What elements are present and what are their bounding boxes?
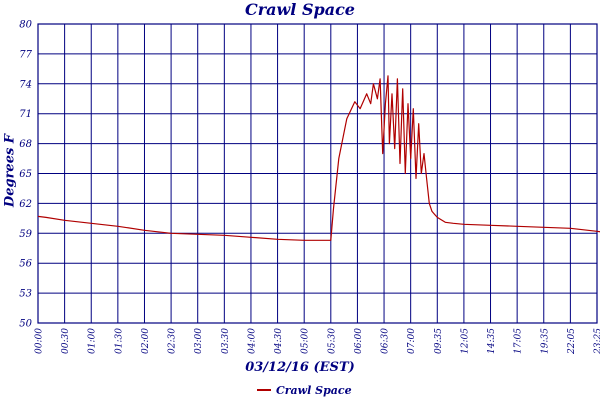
y-tick-label: 74 xyxy=(19,79,32,90)
x-tick-label: 02:00 xyxy=(141,328,151,354)
x-tick-label: 05:00 xyxy=(301,328,311,354)
x-axis-label: 03/12/16 (EST) xyxy=(245,360,355,375)
x-tick-label: 06:00 xyxy=(354,328,364,354)
x-tick-label: 07:00 xyxy=(407,328,417,354)
x-tick-label: 04:00 xyxy=(247,328,257,354)
y-tick-label: 68 xyxy=(19,139,32,150)
x-tick-label: 05:30 xyxy=(327,328,337,354)
y-tick-label: 62 xyxy=(19,199,32,210)
y-tick-label: 65 xyxy=(19,169,32,180)
series-line-crawl-space xyxy=(37,75,600,241)
y-tick-label: 77 xyxy=(19,49,32,60)
x-tick-label: 01:30 xyxy=(114,328,124,354)
y-tick-label: 53 xyxy=(19,289,32,300)
x-tick-label: 14:35 xyxy=(487,328,497,354)
x-tick-label: 19:35 xyxy=(540,328,550,354)
plot-frame xyxy=(37,23,598,324)
x-tick-label: 06:30 xyxy=(381,328,391,354)
y-tick-label: 50 xyxy=(19,319,32,330)
y-tick-label: 56 xyxy=(19,259,32,270)
y-tick-label: 59 xyxy=(19,229,32,240)
x-tick-label: 09:35 xyxy=(434,328,444,354)
legend-swatch xyxy=(257,389,271,391)
legend: Crawl Space xyxy=(257,382,352,398)
y-tick-label: 80 xyxy=(19,20,32,31)
y-tick-label: 71 xyxy=(19,109,32,120)
x-tick-label: 00:00 xyxy=(35,328,45,354)
legend-label: Crawl Space xyxy=(276,383,352,397)
x-tick-label: 22:05 xyxy=(567,328,577,355)
x-tick-label: 03:00 xyxy=(194,328,204,354)
chart-title: Crawl Space xyxy=(245,0,355,19)
x-tick-label: 17:05 xyxy=(514,328,524,354)
x-tick-label: 00:30 xyxy=(61,328,71,354)
x-tick-label: 02:30 xyxy=(168,328,178,354)
x-tick-label: 01:00 xyxy=(88,328,98,354)
x-tick-label: 03:30 xyxy=(221,328,231,354)
x-tick-label: 23:25 xyxy=(594,328,600,355)
x-tick-label: 12:05 xyxy=(460,328,470,354)
x-tick-label: 04:30 xyxy=(274,328,284,354)
